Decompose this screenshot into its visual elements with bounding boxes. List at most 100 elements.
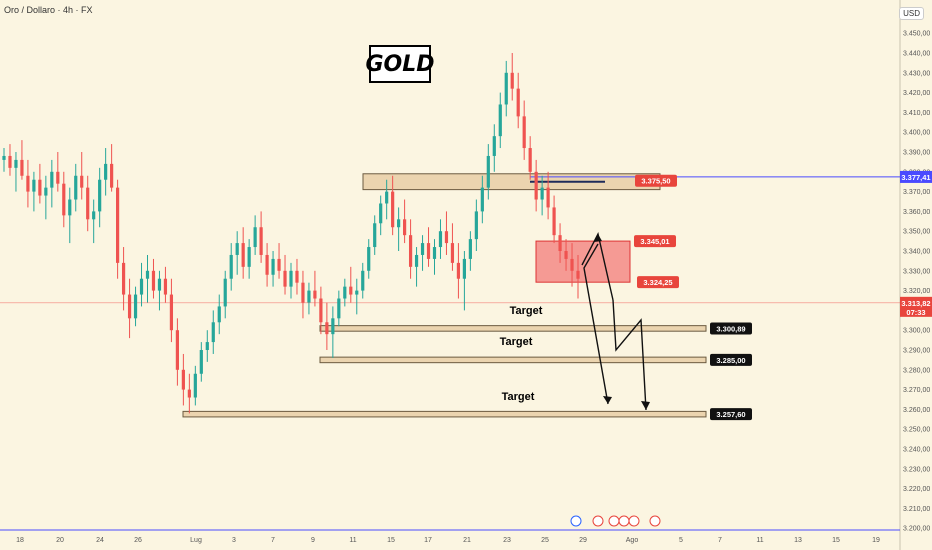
candle-body — [181, 369, 185, 390]
arrow-head — [641, 401, 650, 410]
y-tick-label: 3.370,00 — [903, 189, 930, 196]
candle-body — [2, 155, 6, 160]
candle-body — [265, 254, 269, 275]
x-tick-label: 11 — [349, 537, 356, 544]
y-tick-label: 3.420,00 — [903, 90, 930, 97]
y-tick-label: 3.400,00 — [903, 130, 930, 137]
candle-body — [193, 373, 197, 398]
projection-path — [612, 299, 647, 411]
zone-target — [319, 356, 707, 364]
axis-tag-bg — [900, 170, 932, 183]
candle-body — [325, 322, 329, 335]
y-tick-label: 3.350,00 — [903, 229, 930, 236]
candle-body — [564, 251, 568, 259]
x-tick-label: 9 — [311, 537, 315, 544]
us-flag-icon[interactable] — [618, 515, 630, 527]
candle-body — [468, 239, 472, 259]
candle-body — [307, 290, 311, 303]
y-tick-label: 3.250,00 — [903, 427, 930, 434]
candle-body — [277, 258, 281, 271]
x-tick-label: 25 — [541, 537, 549, 544]
candle-body — [414, 254, 419, 267]
candle-body — [379, 203, 383, 224]
candle-body — [26, 175, 30, 192]
candle-body — [438, 231, 443, 248]
x-tick-label: Lug — [190, 537, 202, 544]
candle-body — [498, 104, 502, 137]
candle-body — [516, 88, 520, 117]
candle-body — [301, 282, 305, 303]
candle-body — [98, 179, 102, 212]
candle-body — [432, 247, 437, 259]
y-tick-label: 3.410,00 — [903, 110, 930, 117]
price-tag-bg — [710, 408, 752, 421]
candle-body — [283, 270, 287, 287]
us-flag-icon[interactable] — [649, 515, 661, 527]
candle-body — [235, 243, 239, 255]
currency-label[interactable]: USD — [899, 7, 924, 20]
candle-body — [145, 270, 150, 279]
price-tag-bg — [637, 276, 679, 289]
candle-body — [14, 159, 18, 168]
candle-body — [32, 179, 36, 192]
candle-body — [528, 148, 532, 172]
candle-body — [8, 155, 12, 168]
candle-body — [576, 270, 580, 279]
candle-body — [444, 231, 449, 244]
y-tick-label: 3.210,00 — [903, 506, 930, 513]
y-tick-label: 3.360,00 — [903, 209, 930, 216]
target-label: Target — [500, 336, 533, 348]
candle-body — [408, 235, 413, 267]
y-tick-label: 3.240,00 — [903, 447, 930, 454]
x-tick-label: 3 — [232, 537, 236, 544]
x-tick-label: 18 — [16, 537, 24, 544]
y-tick-label: 3.200,00 — [903, 526, 930, 533]
candle-body — [474, 211, 478, 240]
us-flag-icon[interactable] — [592, 515, 604, 527]
candle-body — [20, 159, 24, 176]
us-flag-icon[interactable] — [628, 515, 640, 527]
candle-body — [151, 270, 156, 291]
price-tag-bg — [635, 174, 677, 187]
zone-resistance — [362, 173, 661, 191]
candle-body — [289, 270, 293, 287]
candle-body — [534, 171, 538, 200]
x-tick-label: 19 — [872, 537, 880, 544]
projection-path — [583, 243, 609, 405]
y-tick-label: 3.440,00 — [903, 51, 930, 58]
candle-body — [456, 262, 461, 279]
candle-body — [552, 207, 556, 236]
lightning-icon[interactable] — [570, 515, 582, 527]
candle-body — [492, 136, 496, 156]
candle-body — [187, 389, 191, 398]
x-tick-label: 20 — [56, 537, 64, 544]
x-tick-label: 5 — [679, 537, 683, 544]
candle-body — [157, 278, 162, 291]
price-tag: 3.300,89 — [716, 324, 745, 333]
candle-body — [361, 270, 365, 291]
price-tag: 3.285,00 — [716, 356, 745, 365]
x-tick-label: 17 — [424, 537, 432, 544]
y-tick-label: 3.300,00 — [903, 328, 930, 335]
arrow-head — [594, 234, 602, 242]
symbol-title: Oro / Dollaro · 4h · FX — [4, 5, 93, 15]
axis-tag-timer: 07:33 — [906, 308, 925, 317]
us-flag-icon[interactable] — [608, 515, 620, 527]
candle-body — [337, 298, 341, 319]
price-tag-bg — [710, 322, 752, 335]
candle-body — [211, 322, 215, 343]
candle-body — [570, 258, 574, 271]
candle-body — [540, 187, 544, 200]
candle-body — [169, 294, 174, 331]
y-tick-label: 3.260,00 — [903, 407, 930, 414]
candle-body — [247, 247, 251, 267]
candle-body — [62, 183, 66, 216]
price-tag: 3.345,01 — [640, 237, 669, 246]
candle-body — [462, 258, 466, 279]
target-label: Target — [510, 305, 543, 317]
y-tick-label: 3.280,00 — [903, 367, 930, 374]
candle-body — [319, 298, 323, 323]
candle-body — [139, 278, 144, 295]
